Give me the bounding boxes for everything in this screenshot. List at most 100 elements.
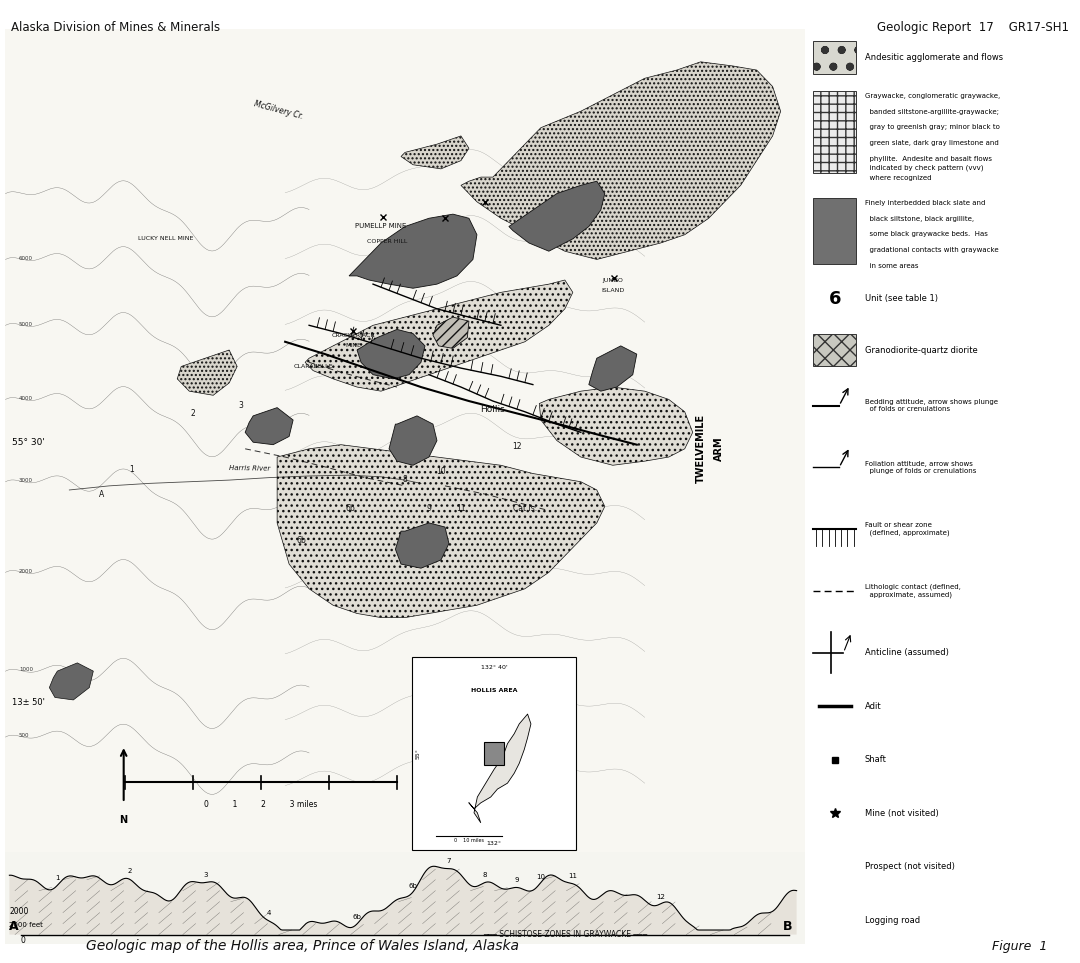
Polygon shape: [357, 329, 424, 378]
Polygon shape: [539, 387, 692, 465]
Text: 2: 2: [191, 409, 195, 418]
Text: 7: 7: [447, 858, 451, 864]
Text: where recognized: where recognized: [864, 174, 931, 181]
Text: 6b: 6b: [346, 504, 355, 512]
Text: 12: 12: [512, 442, 522, 451]
Text: Unit (see table 1): Unit (see table 1): [864, 294, 937, 303]
Text: HOLLIS AREA: HOLLIS AREA: [471, 688, 517, 692]
Text: JUMBO: JUMBO: [603, 277, 623, 282]
Text: Logging road: Logging road: [864, 916, 920, 924]
Polygon shape: [469, 714, 531, 822]
Text: 6b: 6b: [296, 536, 306, 545]
Text: Shaft: Shaft: [864, 755, 887, 764]
Text: Alaska Division of Mines & Minerals: Alaska Division of Mines & Minerals: [11, 21, 220, 34]
Text: A: A: [10, 920, 19, 933]
Text: 2000: 2000: [10, 907, 29, 916]
Text: 3: 3: [203, 872, 207, 878]
Text: Granodiorite-quartz diorite: Granodiorite-quartz diorite: [864, 346, 977, 354]
Polygon shape: [401, 136, 469, 169]
Text: Adit: Adit: [864, 702, 881, 711]
Text: Harris River: Harris River: [229, 465, 270, 472]
Polygon shape: [395, 523, 449, 568]
Polygon shape: [245, 407, 293, 445]
Text: 2000 feet: 2000 feet: [10, 923, 43, 928]
Text: black siltstone, black argillite,: black siltstone, black argillite,: [864, 216, 974, 221]
Text: Hollis: Hollis: [481, 404, 505, 414]
Text: ─── SCHISTOSE ZONES IN GRAYWACKE ───: ─── SCHISTOSE ZONES IN GRAYWACKE ───: [483, 930, 647, 939]
Text: 13± 50': 13± 50': [12, 698, 44, 707]
Text: 9: 9: [427, 504, 431, 512]
Text: CLARABELLE: CLARABELLE: [294, 364, 333, 369]
Polygon shape: [349, 214, 477, 288]
Text: 132°: 132°: [487, 842, 501, 846]
Bar: [813, 333, 856, 367]
Text: Geologic map of the Hollis area, Prince of Wales Island, Alaska: Geologic map of the Hollis area, Prince …: [86, 939, 519, 953]
Bar: [813, 197, 856, 264]
Text: green slate, dark gray limestone and: green slate, dark gray limestone and: [864, 140, 998, 146]
Polygon shape: [589, 346, 637, 391]
Text: Andesitic agglomerate and flows: Andesitic agglomerate and flows: [864, 53, 1002, 63]
Text: PUMELLP MINE: PUMELLP MINE: [355, 223, 407, 229]
Bar: [813, 91, 856, 173]
Polygon shape: [177, 350, 238, 395]
Text: 1000: 1000: [19, 667, 33, 672]
Text: phyllite.  Andesite and basalt flows: phyllite. Andesite and basalt flows: [864, 156, 991, 162]
Text: 8: 8: [483, 872, 487, 878]
Polygon shape: [389, 416, 437, 465]
Text: 10: 10: [436, 466, 446, 476]
Polygon shape: [305, 280, 572, 391]
Text: 3000: 3000: [19, 478, 33, 483]
Text: 6: 6: [828, 290, 841, 307]
Text: 8: 8: [403, 475, 407, 483]
Text: N: N: [120, 816, 127, 825]
Text: 0: 0: [21, 936, 26, 946]
Text: 1: 1: [55, 875, 59, 881]
Text: ARM: ARM: [714, 436, 724, 461]
Text: 500: 500: [19, 733, 29, 739]
Text: 0    10 miles: 0 10 miles: [454, 839, 484, 844]
Text: 11: 11: [568, 873, 578, 879]
Text: 6b: 6b: [408, 883, 418, 889]
Text: A: A: [98, 489, 104, 499]
Text: 6b: 6b: [352, 914, 362, 920]
Text: 4: 4: [267, 910, 271, 916]
Text: Finely interbedded black slate and: Finely interbedded black slate and: [864, 200, 985, 206]
Text: 11: 11: [456, 504, 465, 512]
Text: 6000: 6000: [19, 255, 33, 261]
Text: gradational contacts with graywacke: gradational contacts with graywacke: [864, 247, 998, 253]
Polygon shape: [50, 663, 93, 700]
Text: Mine (not visited): Mine (not visited): [864, 809, 939, 818]
Text: 55° 30': 55° 30': [12, 438, 44, 447]
Text: 10: 10: [537, 873, 545, 879]
Text: gray to greenish gray; minor black to: gray to greenish gray; minor black to: [864, 124, 999, 130]
Polygon shape: [278, 445, 605, 617]
Text: 12: 12: [657, 894, 665, 899]
Text: Foliation attitude, arrow shows
  plunge of folds or crenulations: Foliation attitude, arrow shows plunge o…: [864, 461, 976, 474]
Polygon shape: [509, 181, 605, 251]
Text: 3: 3: [239, 401, 244, 409]
Bar: [484, 742, 504, 766]
Text: B: B: [783, 920, 793, 933]
Text: Anticline (assumed): Anticline (assumed): [864, 648, 948, 657]
Text: CRACKERJACK: CRACKERJACK: [332, 332, 375, 338]
Text: TWELVEMILE: TWELVEMILE: [696, 414, 705, 483]
Text: 4000: 4000: [19, 396, 33, 401]
Polygon shape: [461, 62, 781, 259]
Text: MINE: MINE: [346, 344, 361, 349]
Text: Prospect (not visited): Prospect (not visited): [864, 862, 955, 872]
Text: COPPER HILL: COPPER HILL: [367, 239, 407, 244]
Text: 5000: 5000: [19, 322, 33, 326]
Text: Figure  1: Figure 1: [993, 941, 1048, 953]
Text: 0          1          2          3 miles: 0 1 2 3 miles: [204, 800, 318, 809]
Text: indicated by check pattern (vvv): indicated by check pattern (vvv): [864, 165, 983, 171]
Text: LUCKY NELL MINE: LUCKY NELL MINE: [137, 236, 193, 242]
Text: 132° 40': 132° 40': [481, 664, 508, 669]
Text: banded siltstone-argillite-graywacke;: banded siltstone-argillite-graywacke;: [864, 109, 999, 115]
Text: 55°: 55°: [416, 748, 420, 759]
Text: 2: 2: [127, 868, 132, 874]
Text: Lithologic contact (defined,
  approximate, assumed): Lithologic contact (defined, approximate…: [864, 584, 960, 598]
Polygon shape: [433, 317, 469, 349]
Text: ISLAND: ISLAND: [602, 288, 624, 293]
Bar: [813, 41, 856, 74]
Text: Graywacke, conglomeratic graywacke,: Graywacke, conglomeratic graywacke,: [864, 93, 1000, 99]
